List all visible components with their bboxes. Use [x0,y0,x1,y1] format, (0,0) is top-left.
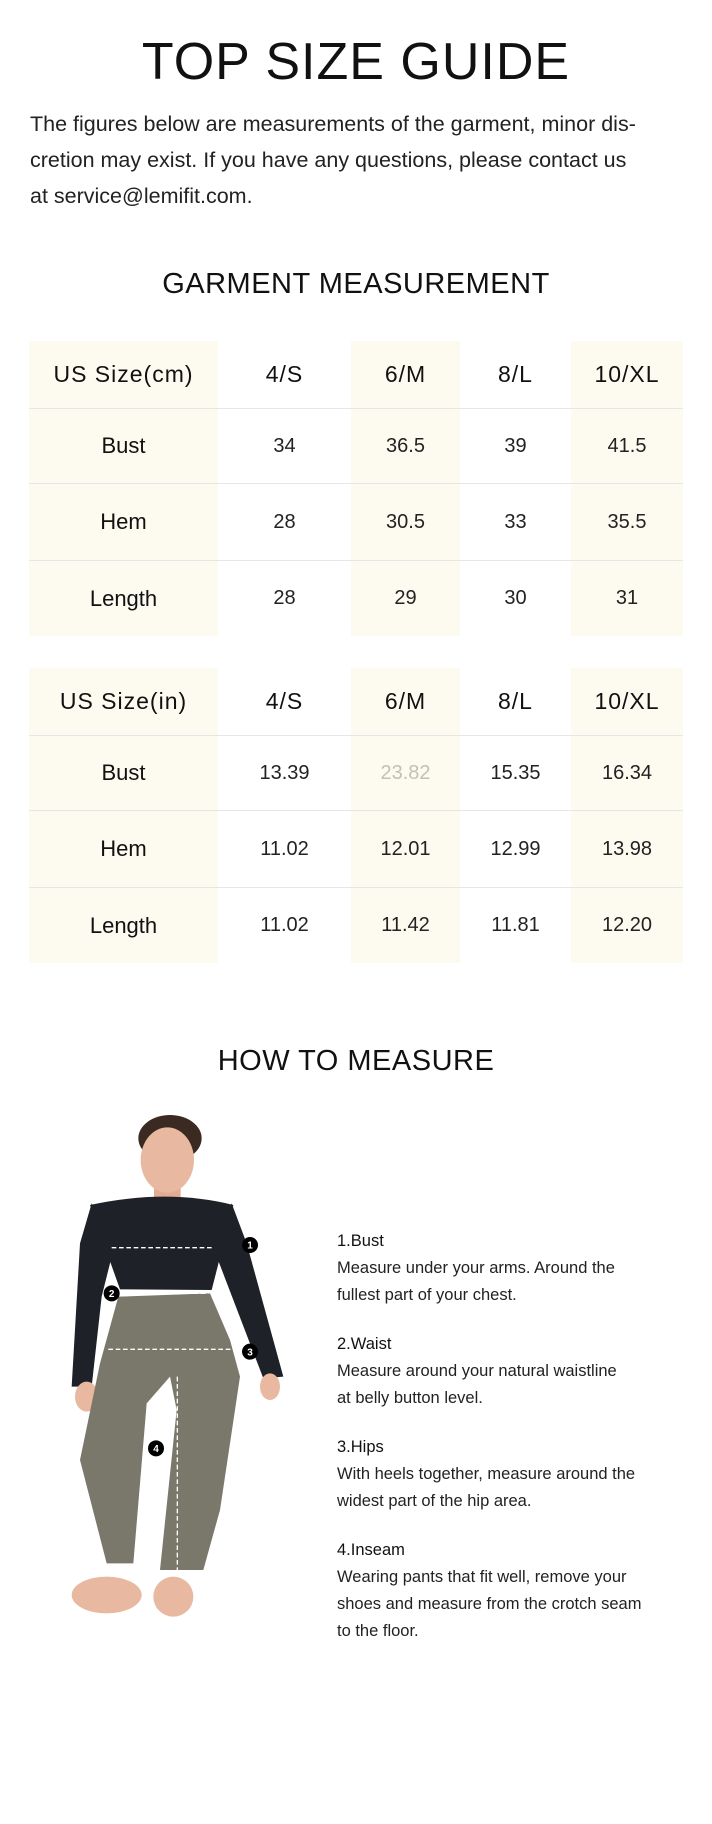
table-cell-value: 11.02 [260,914,309,936]
table-cell-value: 41.5 [571,409,683,484]
left-foot [71,1576,142,1614]
table-cell-value: 13.39 [218,736,351,811]
left-sleeve [71,1203,115,1387]
table-header-unit: US Size(cm) [29,341,218,409]
table-header-size: 8/L [460,668,571,736]
table-cell-value: 12.99 [460,811,571,888]
measure-step-title: 4.Inseam [337,1541,405,1559]
table-cell-value: 34 [218,409,351,484]
garment-measurement-heading: GARMENT MEASUREMENT [162,268,550,300]
table-cell-value: 28 [273,587,296,609]
table-cell-value: 35.5 [571,484,683,561]
table-cell-value: 28 [218,484,351,561]
table-header-size: 10/XL [571,668,683,736]
table-cell-value: 23.82 [351,736,460,811]
table-cell-value: 39 [460,409,571,484]
intro-line: cretion may exist. If you have any quest… [30,148,627,172]
table-header-size: 6/M [351,341,460,409]
intro-line: The figures below are measurements of th… [30,112,636,136]
table-header-unit: US Size(in) [29,668,218,736]
table-row-label: Bust [29,736,218,811]
measure-step-text: Measure under your arms. Around the [337,1259,615,1277]
table-cell-value: 29 [351,561,460,636]
measure-step-title: 2.Waist [337,1335,392,1353]
table-cell-value: 16.34 [571,736,683,811]
measure-step: 2.Waist Measure around your natural waist… [337,1331,697,1412]
face [140,1127,194,1193]
table-cell-value: 13.98 [571,811,683,888]
table-header-size: 4/S [218,668,351,736]
measure-step-text: With heels together, measure around the [337,1465,636,1483]
marker-1-icon [242,1237,258,1253]
table-cell-value: 30 [504,587,527,609]
table-row-label: Length [29,561,218,636]
table-cell-value: 12.20 [571,888,683,963]
marker-3: 3 [247,1347,253,1358]
table-header-size: 4/S [218,341,351,409]
size-table-cm: US Size(cm) 4/S 6/M 8/L 10/XL Bust 34 36.5 39 41.… [29,341,683,636]
table-cell-value: 12.01 [351,811,460,888]
table-header-size: 8/L [460,341,571,409]
intro-text: The figures below are measurements of th… [30,106,700,214]
right-sleeve [211,1203,284,1379]
table-cell-value: 11.81 [491,914,540,936]
measure-step-text: to the floor. [337,1622,419,1640]
intro-line: at service@lemifit.com. [30,184,253,208]
measure-step-text: Wearing pants that fit well, remove your [337,1568,627,1586]
table-cell-value: 30.5 [351,484,460,561]
measure-step: 1.Bust Measure under your arms. Around th… [337,1228,697,1309]
leggings [80,1293,240,1570]
marker-1: 1 [247,1241,253,1252]
model-figure-image: 1 2 3 4 [71,1115,284,1617]
table-cell-value: 31 [571,561,683,636]
marker-2-icon [103,1285,120,1302]
size-table-in: US Size(in) 4/S 6/M 8/L 10/XL Bust 13.39 23.82 1… [29,668,683,963]
measure-step-text: Measure around your natural waistline [337,1362,617,1380]
table-header-size: 6/M [351,668,460,736]
how-to-measure-heading: HOW TO MEASURE [217,1045,495,1077]
table-header-size: 10/XL [571,341,683,409]
table-cell-value: 33 [460,484,571,561]
marker-4: 4 [153,1444,159,1455]
right-hand [260,1373,280,1400]
table-cell-value: 36.5 [351,409,460,484]
measure-step-text: at belly button level. [337,1389,483,1407]
table-row-label: Length [29,888,218,963]
table-cell-value: 11.42 [351,888,460,963]
measure-step: 4.Inseam Wearing pants that fit well, rem… [337,1537,697,1645]
measure-step-text: widest part of the hip area. [337,1492,532,1510]
page-title: TOP SIZE GUIDE [141,33,571,91]
right-foot [153,1576,194,1617]
marker-2: 2 [109,1289,115,1300]
table-cell-value: 15.35 [460,736,571,811]
measure-steps: 1.Bust Measure under your arms. Around th… [337,1228,697,1667]
table-row-label: Bust [29,409,218,484]
marker-4-icon [148,1440,164,1457]
measure-step-title: 1.Bust [337,1232,384,1250]
table-row-label: Hem [29,484,218,561]
table-row-label: Hem [29,811,218,888]
marker-3-icon [242,1343,258,1360]
table-cell-value: 11.02 [218,811,351,888]
measure-step: 3.Hips With heels together, measure aroun… [337,1434,697,1515]
measure-step-text: fullest part of your chest. [337,1286,517,1304]
measure-step-title: 3.Hips [337,1438,384,1456]
measure-step-text: shoes and measure from the crotch seam [337,1595,642,1613]
top-torso [90,1196,234,1290]
